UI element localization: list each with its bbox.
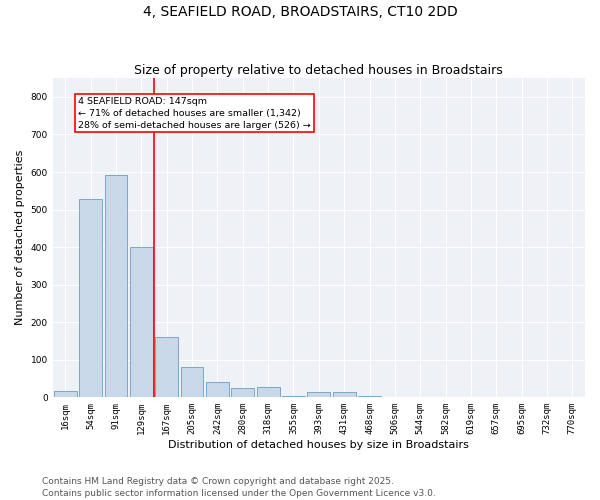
Bar — [130, 247, 153, 398]
Bar — [54, 390, 77, 398]
Bar — [358, 396, 381, 398]
Y-axis label: Number of detached properties: Number of detached properties — [15, 150, 25, 326]
Text: 4, SEAFIELD ROAD, BROADSTAIRS, CT10 2DD: 4, SEAFIELD ROAD, BROADSTAIRS, CT10 2DD — [143, 5, 457, 19]
Bar — [257, 387, 280, 398]
Text: Contains HM Land Registry data © Crown copyright and database right 2025.
Contai: Contains HM Land Registry data © Crown c… — [42, 476, 436, 498]
Text: 4 SEAFIELD ROAD: 147sqm
← 71% of detached houses are smaller (1,342)
28% of semi: 4 SEAFIELD ROAD: 147sqm ← 71% of detache… — [78, 97, 311, 130]
Bar — [232, 388, 254, 398]
Bar — [333, 392, 356, 398]
Bar — [155, 336, 178, 398]
Bar — [181, 366, 203, 398]
Bar — [307, 392, 330, 398]
Bar — [282, 396, 305, 398]
Title: Size of property relative to detached houses in Broadstairs: Size of property relative to detached ho… — [134, 64, 503, 77]
Bar — [104, 175, 127, 398]
Bar — [206, 382, 229, 398]
Bar — [79, 199, 102, 398]
X-axis label: Distribution of detached houses by size in Broadstairs: Distribution of detached houses by size … — [169, 440, 469, 450]
